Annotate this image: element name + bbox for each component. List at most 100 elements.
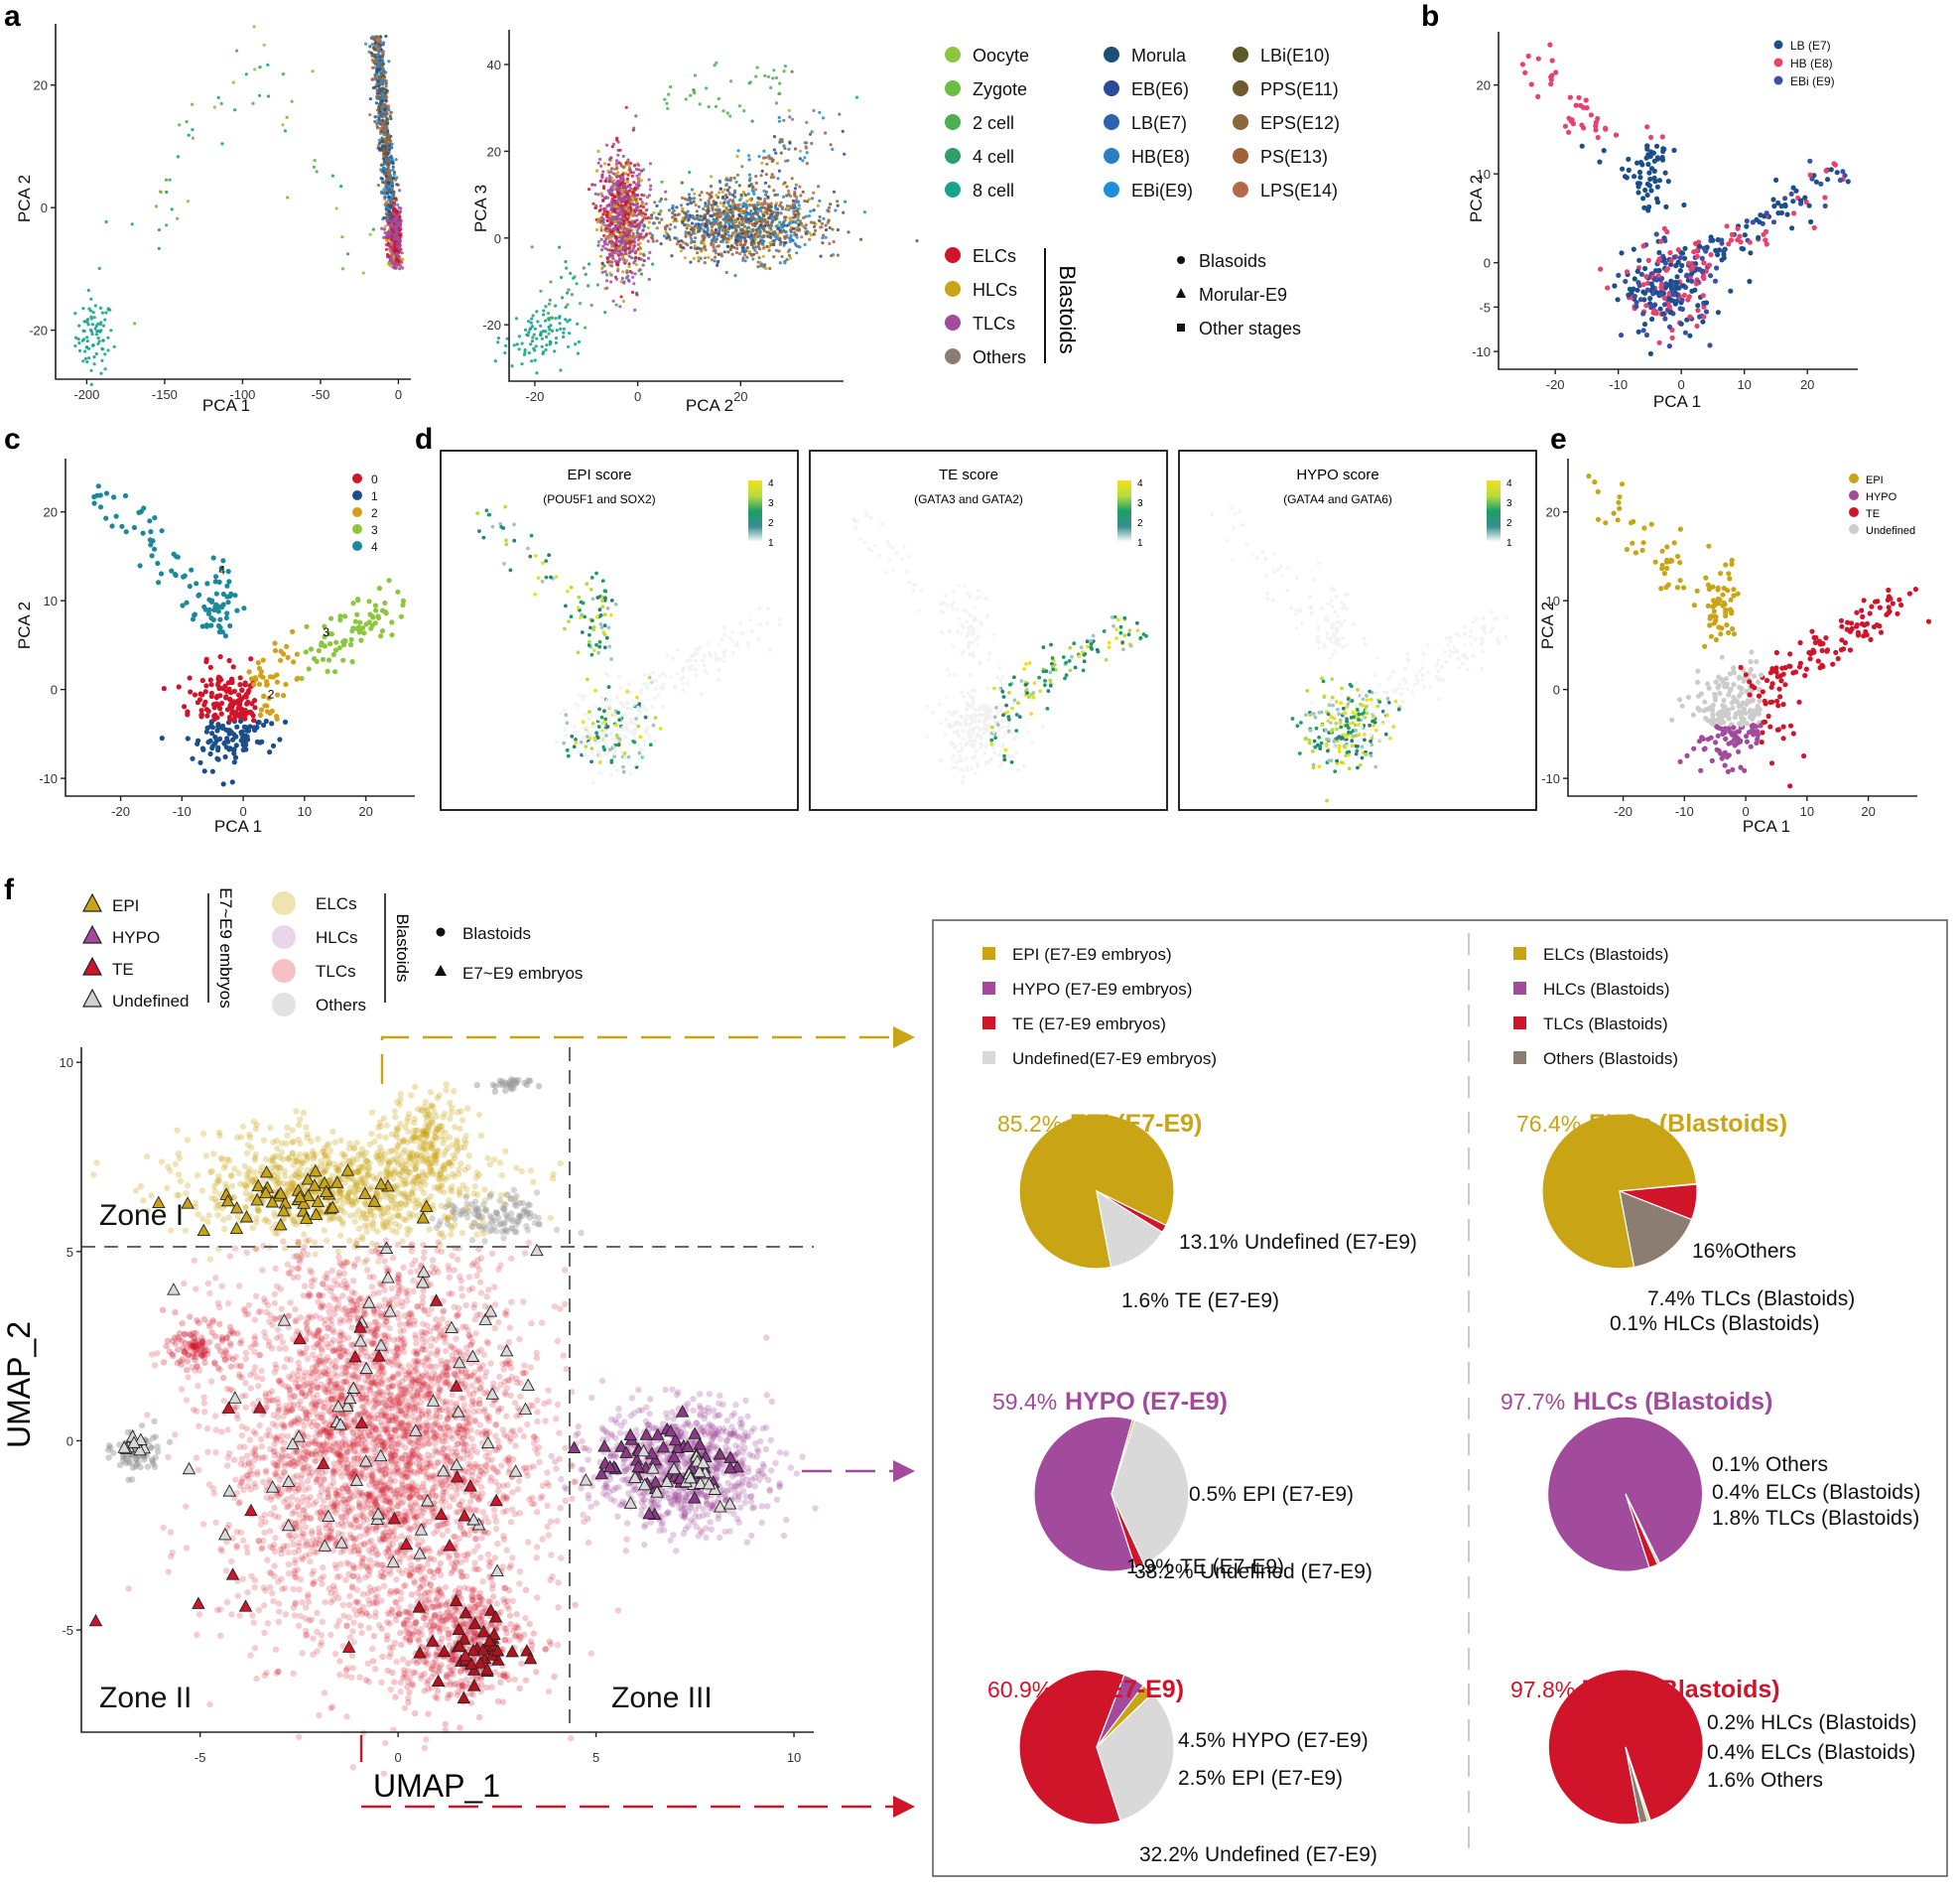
data-point	[525, 334, 528, 337]
data-point	[87, 308, 90, 311]
data-point	[1700, 256, 1705, 261]
data-point	[682, 241, 685, 244]
data-point	[707, 204, 710, 207]
data-point	[838, 113, 841, 116]
data-point	[713, 236, 716, 239]
data-point	[558, 246, 561, 249]
data-point	[221, 741, 226, 745]
data-point	[231, 699, 236, 704]
data-point	[765, 222, 768, 225]
data-point	[729, 79, 732, 82]
data-point	[664, 198, 667, 201]
data-point	[588, 737, 592, 741]
data-point	[728, 199, 731, 202]
data-point	[814, 229, 817, 232]
data-point	[631, 197, 634, 200]
data-point	[763, 226, 766, 229]
legend-swatch	[1104, 80, 1119, 96]
data-point	[668, 208, 671, 211]
b-legend: LB (E7)HB (E8)EBi (E9)	[1774, 39, 1835, 88]
data-point	[610, 245, 613, 248]
data-point	[615, 200, 618, 202]
legend-label: 2 cell	[973, 113, 1014, 133]
data-point	[833, 240, 836, 243]
data-point	[307, 666, 312, 671]
data-point	[381, 178, 384, 181]
legend-swatch	[1104, 148, 1119, 164]
data-point	[736, 174, 739, 177]
data-point	[1745, 218, 1750, 223]
score-subtitle: (POU5F1 and SOX2)	[543, 492, 655, 506]
data-point	[104, 367, 107, 370]
data-point	[386, 167, 389, 170]
data-point	[639, 198, 642, 201]
data-point	[743, 253, 746, 256]
data-point	[385, 99, 388, 102]
data-point	[715, 228, 718, 231]
data-point	[221, 686, 226, 691]
data-point	[718, 97, 720, 100]
data-point	[391, 260, 394, 263]
data-point	[637, 205, 640, 208]
x-tick-label: 0	[634, 389, 641, 404]
y-tick-label: 0	[494, 231, 501, 246]
data-point	[229, 677, 234, 682]
data-point	[606, 219, 609, 222]
data-point	[621, 270, 624, 273]
data-point	[574, 275, 577, 278]
data-point	[648, 220, 651, 223]
data-point	[652, 240, 655, 243]
data-point	[1701, 293, 1706, 298]
data-point	[751, 257, 754, 260]
legend-swatch	[945, 247, 961, 263]
data-point	[714, 202, 717, 205]
data-point	[236, 693, 241, 698]
data-point	[733, 203, 736, 206]
data-point	[217, 580, 222, 585]
data-point	[610, 599, 614, 603]
data-point	[186, 736, 191, 741]
data-point	[769, 241, 772, 244]
data-point	[241, 747, 246, 752]
data-point	[1782, 196, 1787, 201]
data-point	[1701, 260, 1706, 265]
data-point	[98, 267, 101, 270]
data-point	[503, 505, 507, 509]
data-point	[738, 252, 741, 255]
data-point	[395, 158, 398, 161]
data-point	[89, 298, 92, 301]
data-point	[386, 138, 389, 141]
data-point	[789, 228, 792, 231]
data-point	[669, 85, 672, 88]
data-point	[82, 338, 85, 340]
data-point	[284, 129, 287, 132]
data-point	[1566, 130, 1571, 135]
data-point	[727, 186, 730, 189]
data-point	[610, 194, 613, 197]
data-point	[540, 331, 543, 334]
data-point	[783, 182, 786, 185]
data-point	[603, 180, 606, 183]
legend-swatch	[1233, 182, 1248, 198]
data-point	[258, 66, 261, 68]
data-point	[332, 669, 337, 674]
data-point	[385, 201, 388, 203]
data-point	[698, 194, 701, 197]
data-point	[619, 199, 622, 202]
data-point	[719, 214, 721, 217]
data-point	[603, 597, 607, 601]
data-point	[545, 336, 548, 338]
data-point	[562, 332, 565, 335]
data-point	[1620, 167, 1625, 172]
data-point	[666, 233, 669, 236]
data-point	[784, 218, 787, 221]
data-point	[378, 77, 381, 80]
data-point	[629, 236, 632, 239]
data-point	[754, 75, 757, 78]
data-point	[656, 226, 659, 229]
data-point	[104, 311, 107, 314]
data-point	[182, 704, 187, 709]
data-point	[554, 305, 557, 308]
data-point	[377, 115, 380, 118]
data-point	[795, 251, 798, 254]
